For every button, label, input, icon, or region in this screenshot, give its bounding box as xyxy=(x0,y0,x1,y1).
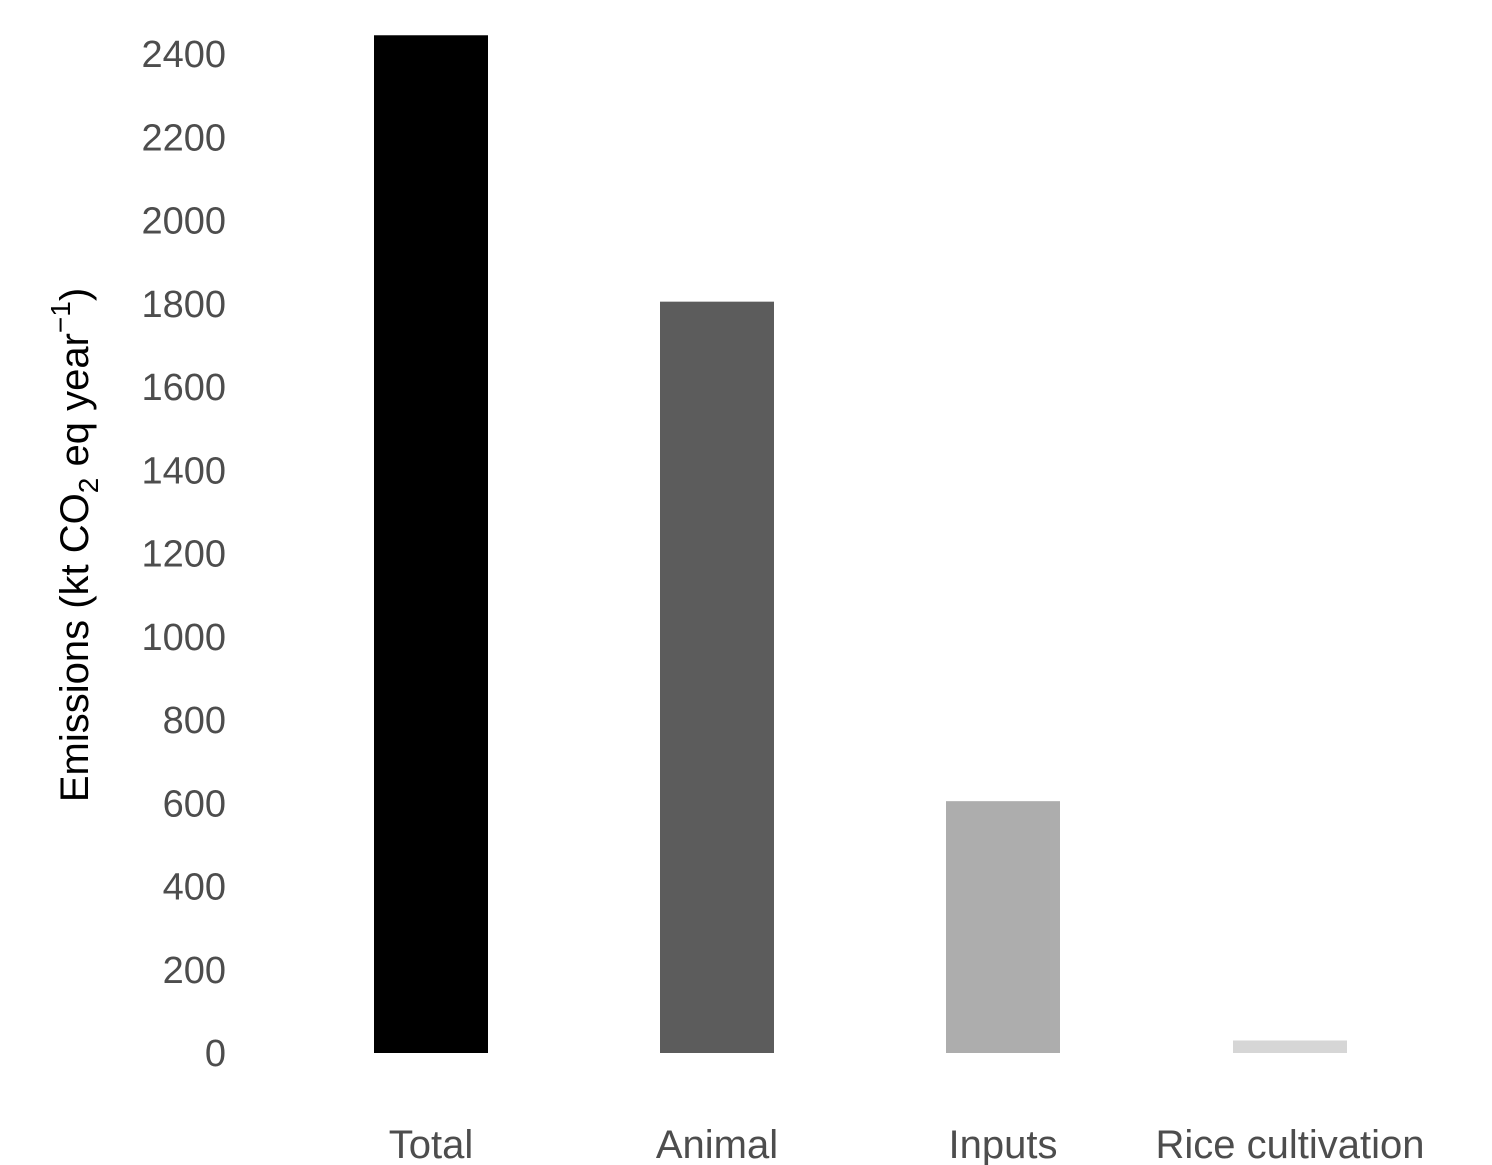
y-tick-label: 600 xyxy=(163,783,226,825)
y-tick-label: 200 xyxy=(163,950,226,992)
y-tick-label: 1400 xyxy=(141,450,226,492)
y-tick-label: 1000 xyxy=(141,617,226,659)
y-tick-label: 2200 xyxy=(141,117,226,159)
y-tick-label: 2000 xyxy=(141,201,226,243)
bars xyxy=(374,35,1347,1054)
y-tick-label: 1800 xyxy=(141,284,226,326)
y-tick-label: 1600 xyxy=(141,367,226,409)
y-axis-title: Emissions (kt CO2 eq year−1) xyxy=(45,288,104,802)
x-category-label: Total xyxy=(389,1123,474,1165)
x-axis-labels: Total Animal Inputs Rice cultivation xyxy=(389,1123,1425,1165)
bar-inputs xyxy=(946,801,1060,1053)
x-category-label: Inputs xyxy=(949,1123,1058,1165)
y-tick-label: 2400 xyxy=(141,34,226,76)
bar-animal xyxy=(660,301,774,1053)
y-tick-label: 0 xyxy=(205,1033,226,1075)
x-category-label: Rice cultivation xyxy=(1155,1123,1424,1165)
x-category-label: Animal xyxy=(656,1123,778,1165)
y-tick-label: 800 xyxy=(163,700,226,742)
y-tick-label: 400 xyxy=(163,867,226,909)
y-tick-label: 1200 xyxy=(141,534,226,576)
bar-total xyxy=(374,35,488,1054)
y-axis-ticks: 0 200 400 600 800 1000 1200 1400 1600 1800 2000 220… xyxy=(141,34,226,1075)
bar-rice-cultivation xyxy=(1233,1040,1347,1053)
